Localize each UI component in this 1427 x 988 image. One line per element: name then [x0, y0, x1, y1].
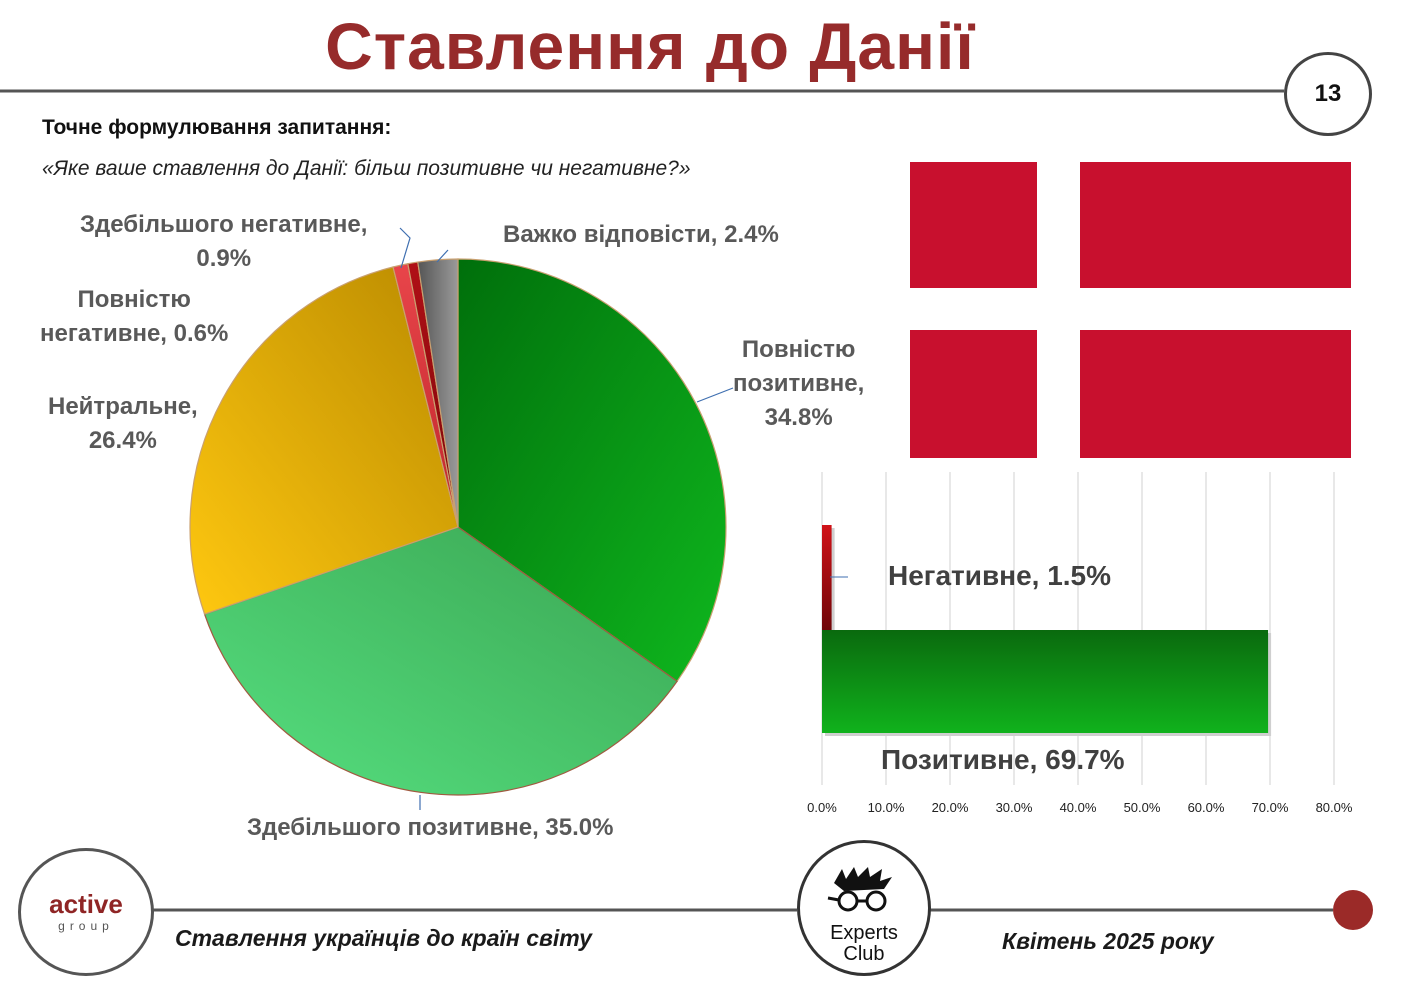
active-group-logo: active group [18, 848, 154, 976]
bar-x-tick-label: 70.0% [1251, 800, 1289, 815]
footer-left-text: Ставлення українців до країн світу [175, 925, 592, 951]
logo-experts-text: Experts [830, 922, 898, 944]
bar-negative [822, 525, 832, 631]
footer-right-text: Квітень 2025 року [1002, 928, 1214, 954]
bar-x-tick-label: 10.0% [867, 800, 905, 815]
accent-dot [1333, 890, 1373, 930]
flag-quadrant-bottom-right [1080, 330, 1351, 458]
bar-x-tick-label: 0.0% [807, 800, 837, 815]
page-title: Ставлення до Данії [325, 9, 975, 83]
bar-label-positive: Позитивне, 69.7% [881, 744, 1125, 775]
bar-x-tick-label: 30.0% [995, 800, 1033, 815]
pie-slice-neutral [189, 266, 459, 615]
flag-quadrant-top-left [910, 162, 1037, 288]
pie-label-hard-to-say: Важко відповісти, 2.4% [503, 221, 779, 248]
logo-club-text: Club [843, 943, 885, 965]
question-text: «Яке ваше ставлення до Данії: більш пози… [42, 157, 691, 180]
question-label: Точне формулювання запитання: [42, 116, 392, 139]
bar-x-tick-label: 20.0% [931, 800, 969, 815]
logo-group-text: group [58, 919, 114, 933]
pie-label-neutral: Нейтральне, 26.4% [48, 393, 198, 454]
pie-slice-hard-to-say [417, 258, 459, 528]
pie-slice-fully-positive [457, 258, 727, 683]
bar-x-tick-label: 60.0% [1187, 800, 1225, 815]
flag-quadrant-top-right [1080, 162, 1351, 288]
bar-x-tick-label: 50.0% [1123, 800, 1161, 815]
bar-x-tick-label: 80.0% [1315, 800, 1353, 815]
logo-active-text: active [49, 889, 123, 919]
bar-positive [822, 630, 1269, 733]
page-number: 13 [1284, 52, 1372, 136]
pie-label-mostly-positive: Здебільшого позитивне, 35.0% [247, 814, 614, 841]
glasses-icon [827, 867, 892, 912]
pie-label-fully-negative: Повністю негативне, 0.6% [40, 286, 229, 347]
experts-club-logo: Experts Club [797, 840, 931, 976]
pie-label-fully-positive: Повністю позитивне, 34.8% [733, 336, 865, 431]
pie-label-mostly-negative: Здебільшого негативне, 0.9% [80, 211, 368, 272]
pie-slice-mostly-positive [203, 526, 678, 796]
bar-label-negative: Негативне, 1.5% [888, 560, 1112, 591]
flag-quadrant-bottom-left [910, 330, 1037, 458]
bar-x-tick-label: 40.0% [1059, 800, 1097, 815]
